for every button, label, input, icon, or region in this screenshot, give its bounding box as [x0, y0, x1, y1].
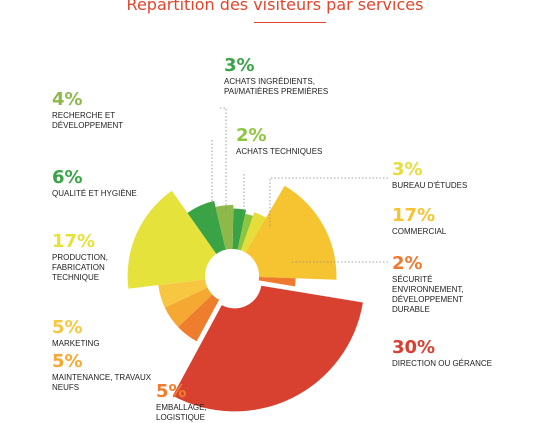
category-label: ACHATS INGRÉDIENTS, PAI/MATIÈRES PREMIÈR… — [224, 77, 329, 96]
category-label: ACHATS TECHNIQUES — [236, 147, 323, 156]
category-label: COMMERCIAL — [392, 227, 447, 236]
category-label: BUREAU D'ÉTUDES — [392, 181, 468, 190]
category-label: RECHERCHE ET DÉVELOPPEMENT — [52, 111, 124, 130]
pie-slice — [164, 287, 213, 328]
category-label: MAINTENANCE, TRAVAUX NEUFS — [52, 373, 152, 392]
title-divider — [254, 22, 326, 23]
donut-hole — [205, 249, 259, 303]
percent-label: 4% — [52, 89, 83, 110]
percent-label: 17% — [392, 205, 436, 226]
pie-slice — [240, 212, 267, 253]
callout-emballage: 5% EMBALLAGE, LOGISTIQUE — [156, 382, 226, 423]
percent-label: 2% — [236, 125, 267, 146]
category-label: QUALITÉ ET HYGIÈNE — [52, 189, 137, 198]
callout-marketing: 5% MARKETING — [52, 318, 162, 349]
percent-label: 5% — [52, 351, 83, 372]
callout-achats-techniques: 2% ACHATS TECHNIQUES — [236, 126, 346, 157]
pie-slice — [158, 279, 208, 308]
pie-slice — [245, 185, 337, 280]
pie-slice — [215, 204, 234, 250]
pie-slice — [258, 276, 296, 287]
callout-commercial: 17% COMMERCIAL — [392, 206, 502, 237]
pie-slice — [187, 200, 226, 254]
percent-label: 2% — [392, 253, 423, 274]
category-label: SÉCURITÉ ENVIRONNEMENT, DÉVELOPPEMENT DU… — [392, 275, 464, 314]
callout-qualite: 6% QUALITÉ ET HYGIÈNE — [52, 168, 172, 199]
callout-securite-environnement: 2% SÉCURITÉ ENVIRONNEMENT, DÉVELOPPEMENT… — [392, 254, 502, 315]
callout-maintenance: 5% MAINTENANCE, TRAVAUX NEUFS — [52, 352, 162, 393]
pie-slice — [172, 285, 363, 412]
chart-title: Répartition des visiteurs par services — [126, 0, 424, 14]
callout-production: 17% PRODUCTION, FABRICATION TECHNIQUE — [52, 232, 142, 283]
callout-direction: 30% DIRECTION OU GÉRANCE — [392, 338, 502, 369]
percent-label: 30% — [392, 337, 436, 358]
callout-achats-ingredients: 3% ACHATS INGRÉDIENTS, PAI/MATIÈRES PREM… — [224, 56, 334, 97]
percent-label: 5% — [52, 317, 83, 338]
percent-label: 6% — [52, 167, 83, 188]
pie-slice — [127, 190, 217, 289]
category-label: MARKETING — [52, 339, 100, 348]
pie-slice — [232, 208, 247, 250]
percent-label: 3% — [224, 55, 255, 76]
percent-label: 5% — [156, 381, 187, 402]
percent-label: 3% — [392, 159, 423, 180]
pie-slice — [237, 213, 254, 251]
category-label: DIRECTION OU GÉRANCE — [392, 359, 493, 368]
pie-slice — [178, 294, 220, 342]
percent-label: 17% — [52, 231, 96, 252]
category-label: EMBALLAGE, LOGISTIQUE — [156, 403, 207, 422]
callout-recherche: 4% RECHERCHE ET DÉVELOPPEMENT — [52, 90, 162, 131]
callout-bureau-etudes: 3% BUREAU D'ÉTUDES — [392, 160, 502, 191]
category-label: PRODUCTION, FABRICATION TECHNIQUE — [52, 253, 108, 282]
